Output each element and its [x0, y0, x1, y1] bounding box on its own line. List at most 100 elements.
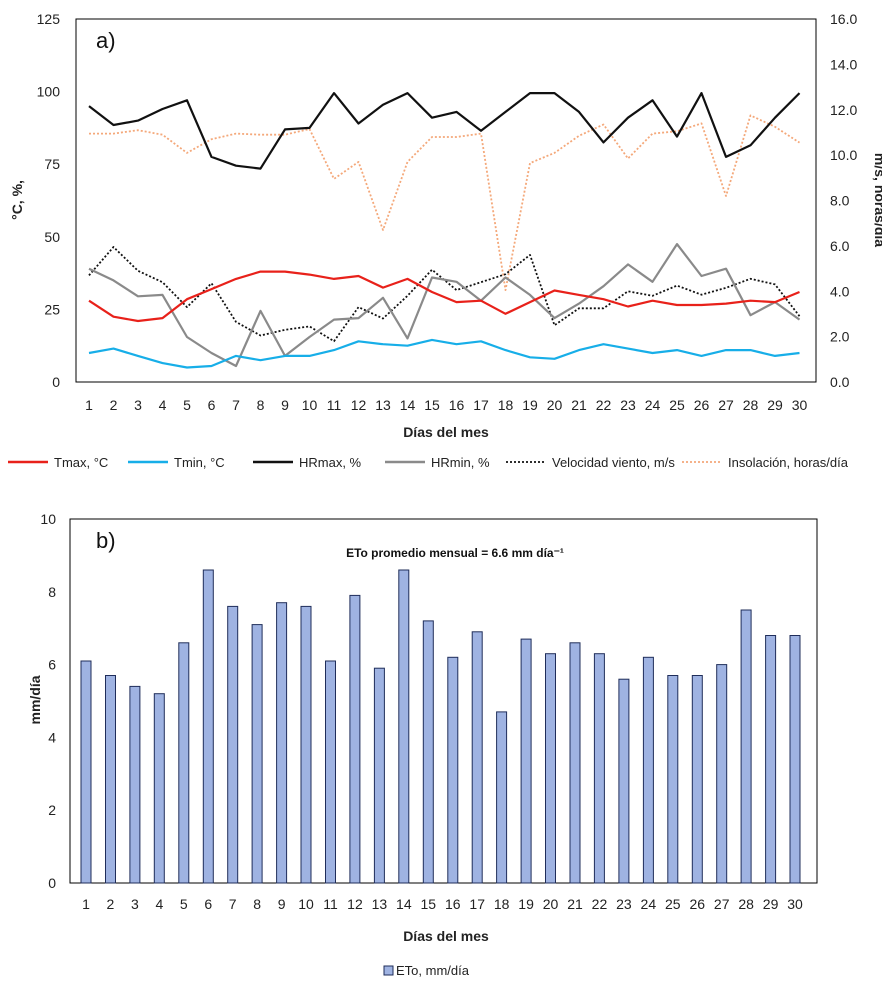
panel-a-right-tick-label: 4.0 [830, 283, 850, 299]
panel-b-x-tick-label: 11 [323, 896, 338, 912]
panel-b-x-tick-label: 16 [445, 896, 461, 912]
legend-swatch-eto [383, 965, 394, 976]
panel-a-x-tick-label: 5 [183, 397, 191, 413]
bar [373, 667, 385, 884]
bar [422, 620, 434, 884]
panel-a-label: a) [96, 28, 116, 53]
panel-b-x-tick-label: 9 [278, 896, 286, 912]
panel-b-x-tick-label: 5 [180, 896, 188, 912]
bar [129, 685, 141, 884]
bar [349, 594, 361, 884]
panel-b-y-tick-label: 10 [40, 511, 56, 527]
bar [667, 675, 679, 884]
panel-a-right-tick-label: 12.0 [830, 102, 857, 118]
panel-b-bars [80, 569, 801, 884]
panel-a-x-tick-label: 7 [232, 397, 240, 413]
series-line-insolaci-n-horas-d-a [89, 114, 800, 292]
panel-a-x-tick-label: 15 [424, 397, 440, 413]
panel-a-right-ticks: 0.0 2.0 4.0 6.0 8.0 10.0 12.0 14.0 16.0 [830, 11, 857, 390]
series-line-tmax-c [88, 270, 800, 323]
panel-b-y-axis-title: mm/día [27, 675, 43, 724]
panel-a-right-tick-label: 14.0 [830, 56, 857, 72]
panel-b-x-tick-label: 24 [641, 896, 657, 912]
bar [227, 605, 239, 884]
panel-a-right-tick-label: 0.0 [830, 374, 850, 390]
panel-b-y-tick-label: 8 [48, 584, 56, 600]
panel-b-x-tick-label: 25 [665, 896, 681, 912]
panel-b-x-tick-label: 2 [107, 896, 115, 912]
panel-b-x-tick-label: 20 [543, 896, 559, 912]
panel-a-x-tick-label: 17 [473, 397, 489, 413]
panel-a-x-tick-label: 13 [375, 397, 391, 413]
bar [398, 569, 410, 884]
panel-a-x-tick-label: 12 [351, 397, 367, 413]
panel-a-series-lines [88, 91, 801, 369]
panel-a-x-axis-title: Días del mes [403, 424, 489, 440]
panel-b-x-tick-label: 12 [347, 896, 363, 912]
bar [691, 675, 703, 884]
legend-label-velocidad-viento-m-s: Velocidad viento, m/s [552, 455, 675, 470]
legend-label-hrmax: HRmax, % [299, 455, 362, 470]
panel-a-x-tick-label: 22 [596, 397, 612, 413]
panel-a-right-tick-label: 6.0 [830, 238, 850, 254]
bar [325, 660, 336, 884]
panel-a-plot-frame [75, 18, 817, 383]
panel-b-x-tick-label: 14 [396, 896, 412, 912]
bar [593, 653, 605, 884]
bar [765, 635, 777, 884]
panel-b-x-tick-label: 19 [518, 896, 534, 912]
series-line-tmin-c [88, 338, 800, 369]
panel-b-x-tick-label: 26 [689, 896, 705, 912]
panel-a-x-tick-label: 11 [327, 397, 342, 413]
panel-b-label: b) [96, 528, 116, 553]
panel-a-x-tick-label: 9 [281, 397, 289, 413]
panel-a-left-tick-label: 75 [44, 156, 60, 172]
panel-a-x-tick-label: 14 [400, 397, 416, 413]
bar [789, 635, 801, 884]
bar [618, 678, 630, 884]
panel-a-y-axis-title: °C, %, [9, 180, 25, 220]
panel-a-right-tick-label: 16.0 [830, 11, 857, 27]
panel-b-x-tick-label: 23 [616, 896, 632, 912]
panel-b-y-tick-label: 4 [48, 729, 56, 745]
panel-a-x-tick-label: 24 [645, 397, 661, 413]
panel-a-x-tick-label: 18 [498, 397, 514, 413]
panel-b-x-tick-label: 22 [592, 896, 608, 912]
panel-a-x-tick-label: 29 [767, 397, 783, 413]
panel-a-left-tick-label: 100 [37, 84, 61, 100]
panel-a-x-tick-label: 2 [110, 397, 118, 413]
panel-a-x-tick-label: 30 [792, 397, 808, 413]
series-line-hrmax [88, 91, 801, 170]
bar [569, 642, 581, 884]
bar [447, 656, 459, 884]
panel-b-x-tick-label: 15 [421, 896, 437, 912]
panel-b-x-tick-label: 29 [763, 896, 779, 912]
panel-a-x-tick-label: 10 [302, 397, 318, 413]
series-line-hrmin [88, 243, 801, 368]
bar [520, 638, 532, 884]
bar [545, 653, 556, 884]
bar [202, 569, 214, 884]
panel-a-x-tick-label: 20 [547, 397, 563, 413]
bar [471, 631, 483, 884]
panel-b-y-tick-label: 6 [48, 657, 56, 673]
bar [178, 642, 190, 884]
panel-a-left-ticks: 0 25 50 75 100 125 [37, 11, 61, 390]
panel-b-x-ticks: 1 2 3 4 5 6 7 8 9 10 11 12 13 14 15 16 17 18 19 20 21 22 23 24 2… [82, 896, 803, 912]
bar [300, 605, 312, 884]
bar [496, 711, 508, 884]
bar [105, 675, 116, 884]
bar [716, 664, 728, 884]
panel-a-y2-axis-title: m/s, horas/día [872, 153, 882, 247]
panel-a-left-tick-label: 50 [44, 229, 60, 245]
panel-a-right-tick-label: 10.0 [830, 147, 857, 163]
bar [80, 660, 92, 884]
panel-a-x-tick-label: 23 [620, 397, 636, 413]
panel-a-left-tick-label: 0 [52, 374, 60, 390]
panel-a-x-ticks: 1 2 3 4 5 6 7 8 9 10 11 12 13 14 15 16 17 18 19 20 21 22 23 24 2… [85, 397, 807, 413]
panel-b-x-tick-label: 3 [131, 896, 139, 912]
panel-b-x-tick-label: 28 [738, 896, 754, 912]
panel-b-x-tick-label: 17 [469, 896, 485, 912]
